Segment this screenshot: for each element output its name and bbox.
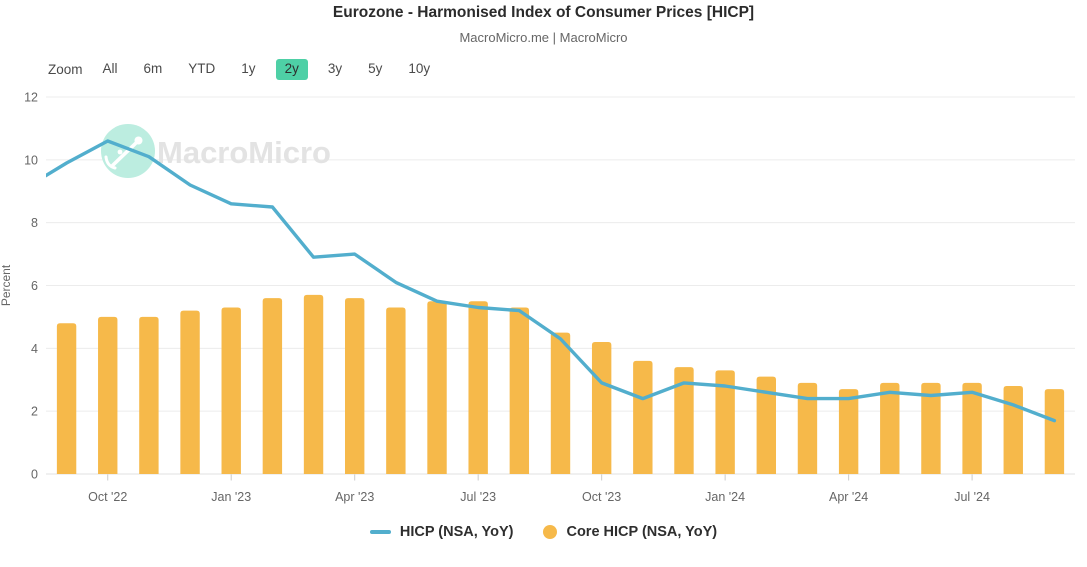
bar-dec--22[interactable] xyxy=(180,310,200,474)
bar-aug--24[interactable] xyxy=(1003,386,1023,474)
bar-may--23[interactable] xyxy=(386,307,406,474)
y-axis-tick-label: 12 xyxy=(24,91,38,105)
bar-jul--24[interactable] xyxy=(962,382,982,474)
bar-apr--24[interactable] xyxy=(838,389,859,474)
y-axis-title: Percent xyxy=(0,264,13,306)
core-hicp-bars[interactable] xyxy=(56,294,1065,474)
bar-sep--22[interactable] xyxy=(56,323,77,474)
bar-jun--23[interactable] xyxy=(427,301,447,474)
range-button-ytd[interactable]: YTD xyxy=(188,61,216,76)
bar-feb--23[interactable] xyxy=(262,298,283,474)
bar-feb--24[interactable] xyxy=(756,376,776,474)
range-button-6m[interactable]: 6m xyxy=(143,61,163,76)
legend-item-core-hicp[interactable]: Core HICP (NSA, YoY) xyxy=(543,524,717,540)
bar-jun--24[interactable] xyxy=(921,382,941,474)
bar-oct--23[interactable] xyxy=(591,342,612,474)
range-button-2y[interactable]: 2y xyxy=(275,59,308,80)
x-axis-tick-label: Jul '23 xyxy=(460,490,496,504)
x-axis-tick-label: Oct '23 xyxy=(582,490,621,504)
bar-jul--23[interactable] xyxy=(468,301,488,474)
x-axis-tick-label: Jul '24 xyxy=(954,490,990,504)
legend-label: HICP (NSA, YoY) xyxy=(399,524,514,540)
zoom-label: Zoom xyxy=(48,61,83,77)
bar-mar--24[interactable] xyxy=(797,382,818,474)
range-button-10y[interactable]: 10y xyxy=(408,61,431,76)
x-axis-tick-label: Jan '23 xyxy=(211,490,251,504)
y-axis-tick-label: 10 xyxy=(24,153,38,167)
bar-may--24[interactable] xyxy=(880,382,900,474)
x-axis-tick-label: Apr '23 xyxy=(335,490,374,504)
legend-label: Core HICP (NSA, YoY) xyxy=(566,524,718,540)
bar-mar--23[interactable] xyxy=(303,294,324,474)
y-axis-tick-label: 8 xyxy=(31,216,38,230)
range-button-1y[interactable]: 1y xyxy=(241,61,256,76)
chart-title: Eurozone - Harmonised Index of Consumer … xyxy=(332,4,755,21)
range-toolbar: Zoom All 6m YTD 1y 2y 3y 5y 10y xyxy=(48,59,436,80)
line-swatch-icon xyxy=(369,530,391,534)
y-axis-tick-label: 2 xyxy=(31,405,38,419)
x-axis-tick-label: Apr '24 xyxy=(829,490,868,504)
bar-sep--23[interactable] xyxy=(550,332,571,474)
hicp-line[interactable] xyxy=(25,139,1057,423)
bar-oct--22[interactable] xyxy=(98,316,118,474)
x-axis-tick-label: Oct '22 xyxy=(88,490,127,504)
y-axis-tick-label: 6 xyxy=(31,279,38,293)
range-button-5y[interactable]: 5y xyxy=(368,61,383,76)
watermark-brand-text: MacroMicro xyxy=(157,135,331,170)
bar-apr--23[interactable] xyxy=(345,298,365,474)
y-axis-tick-label: 4 xyxy=(31,342,38,356)
legend-item-hicp[interactable]: HICP (NSA, YoY) xyxy=(369,524,514,540)
x-axis-tick-label: Jan '24 xyxy=(705,490,745,504)
bar-jan--23[interactable] xyxy=(221,307,241,474)
legend: HICP (NSA, YoY) Core HICP (NSA, YoY) xyxy=(0,524,1087,540)
watermark: MacroMicro xyxy=(101,124,331,178)
bar-nov--23[interactable] xyxy=(633,360,653,474)
x-axis: Oct '22 Jan '23 Apr '23 Jul '23 Oct '23 Jan '… xyxy=(88,474,990,504)
range-button-all[interactable]: All xyxy=(102,61,118,76)
chart-subtitle: MacroMicro.me | MacroMicro xyxy=(459,30,628,45)
bar-aug--23[interactable] xyxy=(509,307,530,474)
circle-swatch-icon xyxy=(543,525,558,539)
bar-sep--24[interactable] xyxy=(1044,389,1065,474)
y-axis-tick-label: 0 xyxy=(31,468,38,482)
bar-dec--23[interactable] xyxy=(674,367,694,474)
range-button-3y[interactable]: 3y xyxy=(327,61,343,76)
range-buttons: All 6m YTD 1y 2y 3y 5y 10y xyxy=(97,59,437,80)
bar-jan--24[interactable] xyxy=(715,370,735,474)
bar-nov--22[interactable] xyxy=(139,316,159,474)
